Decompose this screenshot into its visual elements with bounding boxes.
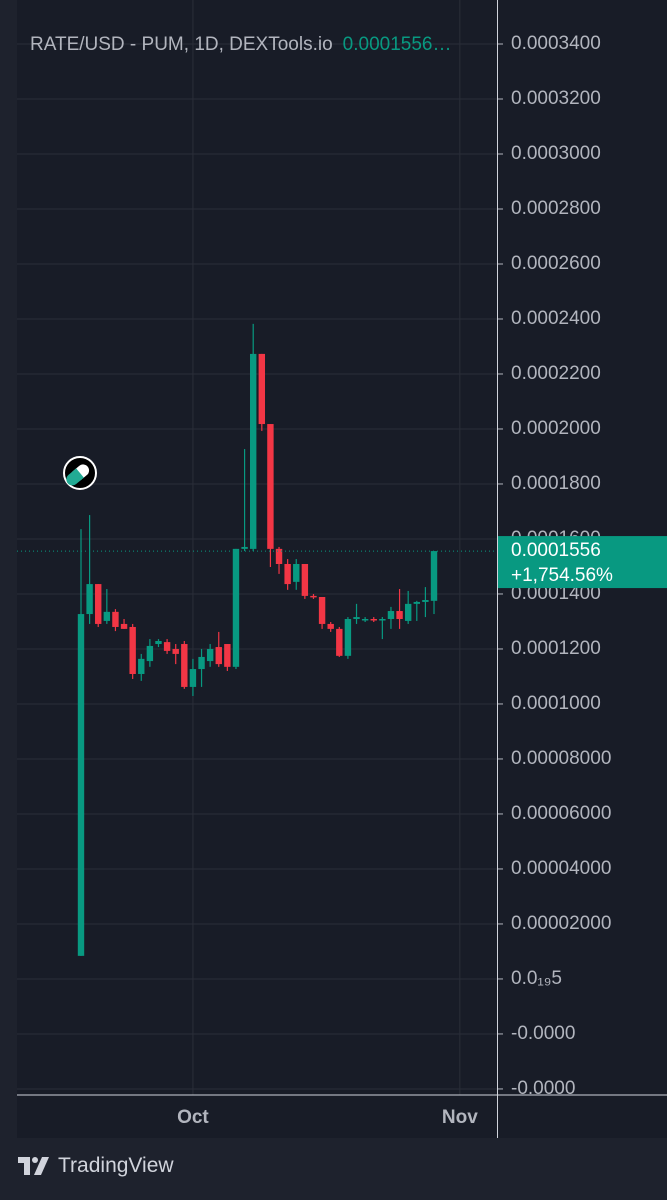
candle-body xyxy=(361,618,369,621)
y-tick-label: 0.0₁₉5 xyxy=(511,968,562,989)
candle-body xyxy=(275,548,283,564)
candle-body xyxy=(189,669,197,687)
y-tick-label: 0.0001000 xyxy=(511,693,601,714)
y-tick-label: 0.00004000 xyxy=(511,858,611,879)
candle-body xyxy=(206,648,214,662)
candle-body xyxy=(163,642,171,651)
candle-body xyxy=(112,611,119,627)
y-tick-label: 0.0001400 xyxy=(511,583,601,604)
candle-body xyxy=(95,584,102,624)
candle-body xyxy=(284,563,291,585)
candle-body xyxy=(430,551,438,601)
candle-body xyxy=(146,645,154,662)
candle-body xyxy=(293,563,300,582)
candle-body xyxy=(396,611,403,619)
brand: TradingView xyxy=(18,1154,174,1178)
y-tick-label: 0.00002000 xyxy=(511,913,611,934)
last-price-label: 0.0001556 xyxy=(511,540,601,561)
candle-body xyxy=(267,424,274,549)
candle-body xyxy=(198,656,205,670)
candle-body xyxy=(224,644,231,667)
candle-body xyxy=(404,603,412,621)
candle-body xyxy=(241,546,248,549)
y-tick-label: 0.00008000 xyxy=(511,748,611,769)
candle-body xyxy=(422,600,429,602)
candle-body xyxy=(336,628,343,656)
candle-body xyxy=(250,353,257,549)
brand-logo xyxy=(18,1157,49,1175)
candle-body xyxy=(258,353,266,425)
y-tick-label: 0.0001200 xyxy=(511,638,601,659)
change-label: +1,754.56% xyxy=(511,565,613,586)
x-tick-label: Nov xyxy=(442,1107,478,1128)
candle-body xyxy=(172,648,179,654)
candle-body xyxy=(344,618,352,656)
y-tick-label: 0.0002800 xyxy=(511,198,601,219)
last-price-box xyxy=(498,536,667,589)
candle-body xyxy=(138,658,145,674)
y-tick-label: 0.0002200 xyxy=(511,363,601,384)
candle-body xyxy=(327,623,334,629)
candle-body xyxy=(155,640,162,645)
y-tick-label: -0.0000 xyxy=(511,1023,575,1044)
chart-header: RATE/USD - PUM, 1D, DEXTools.io 0.0001556 xyxy=(30,34,492,56)
y-tick-label: 0.00006000 xyxy=(511,803,611,824)
candle-body xyxy=(370,618,377,621)
y-tick-label: 0.0001800 xyxy=(511,473,601,494)
candle-body xyxy=(310,595,317,598)
y-tick-label: 0.0003400 xyxy=(511,33,601,54)
candle-body xyxy=(318,596,326,624)
candle-body xyxy=(413,601,420,604)
candle-body xyxy=(353,617,360,619)
y-tick-label: 0.0003000 xyxy=(511,143,601,164)
plot-area xyxy=(17,0,497,1095)
header-price: 0.0001556 xyxy=(343,34,452,55)
y-tick-label: 0.0002600 xyxy=(511,253,601,274)
candle-body xyxy=(215,647,222,665)
candle-body xyxy=(181,644,188,687)
time-axis xyxy=(17,1095,497,1138)
candle-body xyxy=(120,623,128,629)
candle-body xyxy=(129,626,136,674)
indicator-icon xyxy=(63,456,97,490)
candle-body xyxy=(301,563,309,596)
candle-body xyxy=(103,611,111,621)
y-tick-label: -0.0000 xyxy=(511,1078,575,1099)
y-tick-label: 0.0002000 xyxy=(511,418,601,439)
candle-body xyxy=(379,618,386,621)
candle-body xyxy=(86,584,93,615)
candle-body xyxy=(387,611,395,619)
brand-name: TradingView xyxy=(58,1154,174,1177)
candle-body xyxy=(77,614,85,956)
chart-title: RATE/USD - PUM, 1D, DEXTools.io xyxy=(30,34,333,55)
y-tick-label: 0.0002400 xyxy=(511,308,601,329)
x-tick-label: Oct xyxy=(177,1107,209,1128)
candle-body xyxy=(232,548,240,667)
y-tick-label: 0.0003200 xyxy=(511,88,601,109)
